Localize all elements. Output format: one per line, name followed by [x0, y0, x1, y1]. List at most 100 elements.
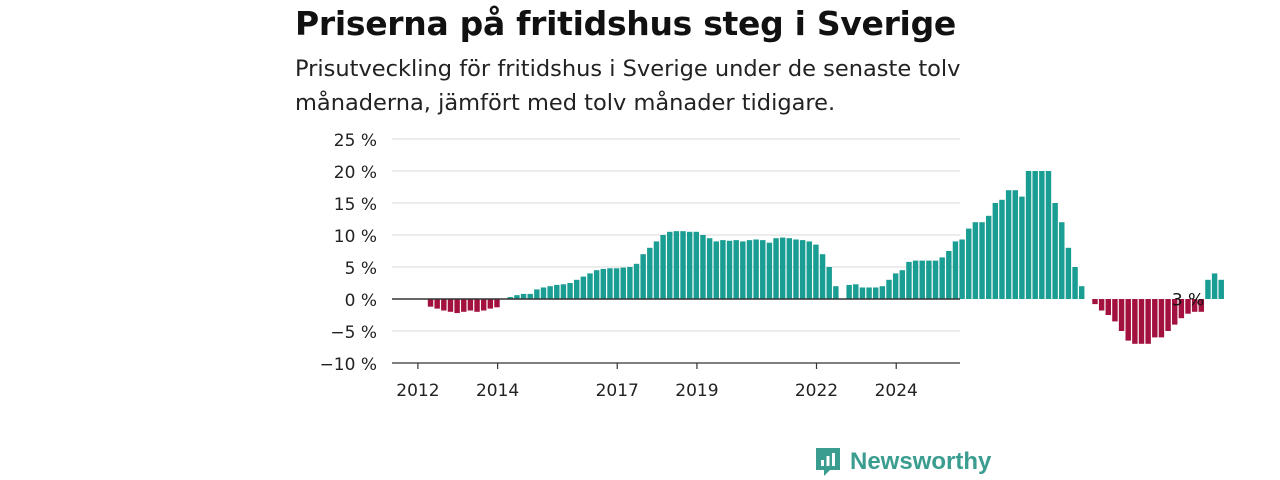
brand: Newsworthy [814, 446, 991, 478]
bar [1045, 171, 1052, 299]
bar [1005, 190, 1012, 299]
bar [819, 254, 826, 299]
bar [1098, 299, 1105, 311]
bar [647, 247, 653, 299]
bar [1165, 299, 1171, 331]
bar [879, 286, 886, 299]
bar [1172, 299, 1178, 325]
bar [846, 284, 852, 299]
bar [1191, 299, 1198, 312]
bar [1032, 171, 1038, 299]
bar [1185, 299, 1191, 314]
bar [580, 276, 587, 299]
bar [746, 240, 753, 299]
bar [494, 299, 500, 308]
bar [474, 299, 480, 312]
annotation-label: 3 % [1172, 291, 1204, 311]
bar [600, 268, 607, 299]
bar [660, 235, 666, 299]
bar [873, 287, 879, 299]
bar [520, 293, 527, 299]
bar [567, 283, 573, 299]
bar [1158, 299, 1165, 338]
y-tick-label: 5 % [345, 259, 377, 279]
x-tick-label: 2024 [875, 381, 918, 401]
bar [773, 238, 779, 299]
x-tick-label: 2012 [396, 381, 439, 401]
y-tick-label: 20 % [334, 163, 377, 183]
bar [1019, 196, 1025, 299]
bar [447, 299, 454, 312]
bar [946, 251, 952, 299]
bar [633, 263, 640, 299]
bar [1039, 171, 1045, 299]
bar [886, 279, 892, 299]
bar [733, 240, 739, 299]
bar [939, 257, 945, 299]
bar [593, 270, 600, 299]
bar [441, 299, 447, 311]
bar [620, 267, 626, 299]
bar [992, 203, 999, 299]
bar [467, 299, 474, 311]
bar [587, 273, 593, 299]
bar [1218, 279, 1224, 299]
bar [713, 241, 719, 299]
bar [826, 267, 832, 299]
bar [1138, 299, 1145, 344]
bar [653, 241, 660, 299]
bar [706, 238, 713, 299]
y-tick-label: 15 % [334, 195, 377, 215]
bar [952, 241, 959, 299]
bar [487, 299, 494, 309]
bar [806, 241, 812, 299]
chart-title: Priserna på fritidshus steg i Sverige [295, 4, 956, 43]
bar [813, 244, 819, 299]
bar [480, 299, 487, 311]
bar [1025, 171, 1032, 299]
bar [540, 287, 547, 299]
bar [507, 297, 513, 299]
bar [693, 231, 700, 299]
x-axis: 2012 2014 2017 2019 2022 2024 [392, 298, 960, 401]
bar [1092, 299, 1098, 305]
y-tick-label: 0 % [345, 291, 377, 311]
brand-name: Newsworthy [850, 448, 992, 475]
newsworthy-logo-icon [816, 448, 840, 476]
bar [1052, 203, 1058, 299]
bar [547, 286, 553, 299]
bar [786, 238, 793, 299]
bar [760, 240, 766, 299]
bars [427, 171, 1224, 344]
bar [427, 299, 434, 307]
bar [720, 240, 726, 299]
bar [1125, 299, 1131, 341]
bar-chart: 25 % 20 % 15 % 10 % 5 % 0 % −5 % −10 % 2012 2014… [320, 131, 1224, 401]
bar [753, 239, 759, 299]
bar [1105, 299, 1111, 315]
bar [686, 231, 693, 299]
bar [560, 284, 567, 299]
bar [454, 299, 460, 314]
bar [514, 295, 520, 299]
x-tick-label: 2014 [476, 381, 519, 401]
bar [912, 260, 919, 299]
chart-subtitle: Prisutveckling för fritidshus i Sverige … [295, 56, 961, 116]
bar [613, 268, 620, 299]
x-tick-label: 2022 [795, 381, 838, 401]
bar [833, 286, 839, 299]
bar [726, 240, 733, 299]
bar [740, 241, 746, 299]
bar [972, 222, 979, 299]
bar [799, 240, 806, 299]
bar [1059, 222, 1065, 299]
bar [607, 268, 613, 299]
bar [932, 260, 939, 299]
bar [1145, 299, 1151, 344]
bar [527, 293, 533, 299]
bar [793, 239, 799, 299]
bar [434, 299, 440, 309]
y-axis: 25 % 20 % 15 % 10 % 5 % 0 % −5 % −10 % [320, 131, 377, 375]
bar [999, 199, 1005, 299]
y-tick-label: 10 % [334, 227, 377, 247]
